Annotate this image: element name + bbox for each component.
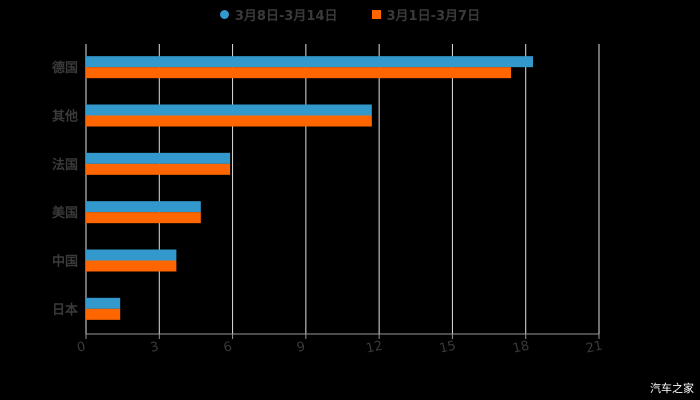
bar[interactable] [86, 201, 201, 213]
x-tick-label: 9 [296, 339, 307, 355]
bar[interactable] [86, 249, 177, 261]
legend-label: 3月1日-3月7日 [386, 8, 481, 24]
legend-item-series-1[interactable]: 3月8日-3月14日 [219, 4, 338, 24]
bar[interactable] [86, 163, 231, 175]
bar[interactable] [86, 67, 512, 79]
bar[interactable] [86, 56, 534, 68]
legend-marker-orange [371, 9, 381, 19]
y-category-label: 其他 [52, 109, 78, 125]
legend-label: 3月8日-3月14日 [234, 8, 338, 24]
bar[interactable] [86, 152, 231, 164]
bar[interactable] [86, 104, 372, 116]
y-category-label: 德国 [52, 60, 78, 76]
x-tick-label: 0 [76, 339, 87, 355]
y-category-label: 法国 [52, 157, 78, 173]
y-category-label: 中国 [52, 254, 78, 270]
watermark: 汽车之家 [650, 382, 694, 395]
bar[interactable] [86, 260, 177, 272]
chart-legend: 3月8日-3月14日 3月1日-3月7日 [0, 4, 700, 24]
x-tick-label: 18 [511, 339, 530, 357]
legend-item-series-2[interactable]: 3月1日-3月7日 [371, 4, 481, 24]
x-tick-label: 15 [438, 339, 457, 357]
x-tick-label: 3 [149, 339, 160, 355]
bar[interactable] [86, 297, 121, 309]
bar[interactable] [86, 212, 201, 224]
x-tick-label: 21 [585, 339, 604, 357]
x-tick-label: 6 [222, 339, 233, 355]
legend-marker-blue [219, 9, 229, 19]
y-category-label: 美国 [52, 205, 78, 221]
bar[interactable] [86, 115, 372, 127]
x-tick-label: 12 [365, 339, 384, 357]
bar[interactable] [86, 308, 121, 320]
y-category-label: 日本 [52, 302, 78, 318]
